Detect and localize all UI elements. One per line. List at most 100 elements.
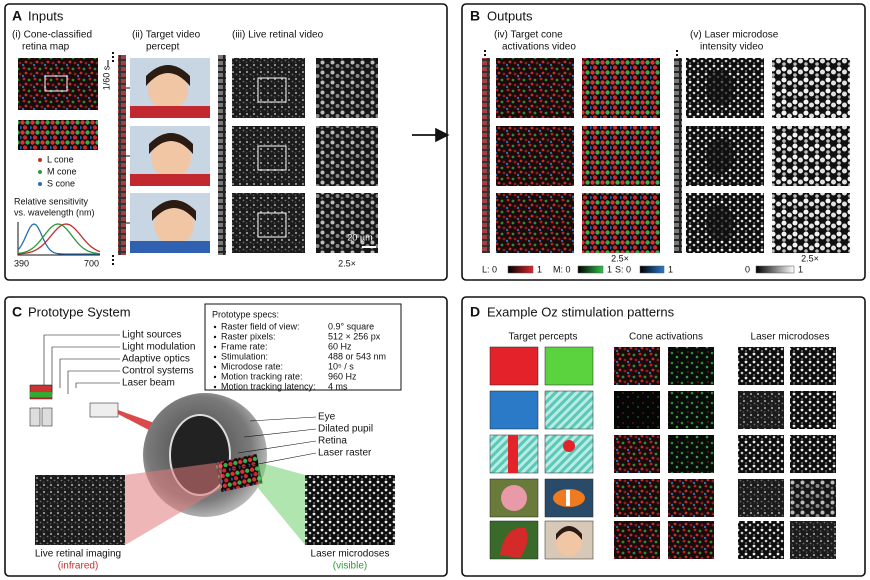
- shirt: [130, 174, 210, 186]
- leader: [67, 370, 120, 394]
- eye-part-label: Retina: [318, 436, 347, 447]
- caption: Live retinal imaging: [35, 549, 121, 560]
- zoom-box: [257, 212, 287, 238]
- legend-dot: [38, 158, 42, 162]
- subtitle: retina map: [22, 42, 70, 53]
- dot: [112, 255, 114, 257]
- dot: [112, 263, 114, 265]
- laser-microdose: [738, 479, 784, 517]
- colorbar-min: L: 0: [482, 264, 497, 274]
- target-percept: [544, 346, 594, 386]
- zoom-box: [257, 145, 287, 171]
- film-strip: [218, 55, 226, 255]
- dark-region: [706, 70, 734, 106]
- cone-activation: [668, 391, 714, 429]
- eye-part-label: Eye: [318, 412, 336, 423]
- column-header: Laser microdoses: [751, 332, 830, 343]
- laser-zoom: [772, 126, 850, 186]
- film-strip: [118, 55, 126, 255]
- spec-value: 4 ms: [328, 381, 348, 391]
- sensitivity-curve: [17, 223, 100, 255]
- cone-activation: [668, 435, 714, 473]
- spec-name: Stimulation:: [221, 351, 268, 361]
- retinal-zoom: [316, 193, 378, 253]
- parrot: [500, 527, 528, 558]
- colorbar-max: 1: [537, 264, 542, 274]
- zoom-label: 2.5×: [611, 253, 629, 263]
- imaging-image: [35, 475, 125, 545]
- retinal-zoom: [316, 126, 378, 186]
- leader: [249, 416, 317, 422]
- legend-label: M cone: [47, 166, 77, 176]
- hair: [152, 200, 196, 221]
- cone-frame: [496, 126, 574, 186]
- spec-value: 488 or 543 nm: [328, 351, 386, 361]
- bullet: [213, 355, 217, 359]
- leader: [243, 428, 317, 438]
- cone-activation: [614, 391, 660, 429]
- panel-title: Inputs: [28, 8, 64, 23]
- bullet: [213, 385, 217, 389]
- colorbar: [577, 265, 604, 274]
- panel-title: Outputs: [487, 8, 533, 23]
- modulator: [41, 407, 53, 427]
- spec-value: 512 × 256 px: [328, 331, 381, 341]
- sensitivity-curve: [17, 223, 101, 255]
- dot: [484, 54, 486, 56]
- bullet: [213, 375, 217, 379]
- rose: [501, 485, 527, 511]
- component-label: Light modulation: [122, 342, 195, 353]
- target-percept: [489, 346, 539, 386]
- spec-value: 960 Hz: [328, 371, 357, 381]
- zoom-box: [257, 77, 287, 103]
- face: [151, 138, 191, 178]
- laser-microdose: [738, 521, 784, 559]
- child-hair: [556, 526, 582, 540]
- cone-activation: [668, 347, 714, 385]
- column-header: Cone activations: [629, 332, 703, 343]
- colorbar-min: S: 0: [615, 264, 631, 274]
- imaging-wedge: [125, 462, 222, 545]
- target-percept: [489, 390, 539, 430]
- subtitle: (v) Laser microdose: [690, 30, 779, 41]
- light-source: [30, 392, 52, 397]
- retina-map: [18, 58, 98, 110]
- specs-title: Prototype specs:: [212, 309, 279, 319]
- shirt: [130, 106, 210, 118]
- dot: [112, 56, 114, 58]
- face: [154, 205, 194, 245]
- leader: [231, 452, 317, 470]
- modulator: [29, 407, 41, 427]
- cone-zoom: [582, 58, 660, 118]
- microdose-wedge: [258, 462, 305, 545]
- component-label: Adaptive optics: [122, 354, 190, 365]
- bullet: [213, 365, 217, 369]
- colorbar-max: 1: [607, 264, 612, 274]
- cone-activation: [614, 521, 660, 559]
- laser-zoom: [772, 193, 850, 253]
- retinal-zoom: [316, 58, 378, 118]
- colorbar-min: M: 0: [553, 264, 571, 274]
- red-dot: [563, 440, 575, 452]
- spec-name: Raster pixels:: [221, 331, 276, 341]
- legend-dot: [38, 170, 42, 174]
- panel-label: C: [12, 304, 22, 320]
- subtitle: intensity video: [700, 42, 764, 53]
- cone-zoom: [582, 193, 660, 253]
- bullet: [213, 325, 217, 329]
- spec-value: 60 Hz: [328, 341, 352, 351]
- legend-label: S cone: [47, 178, 75, 188]
- leader: [59, 358, 120, 388]
- zoom-label: 2.5×: [338, 258, 356, 268]
- axis: [17, 222, 100, 256]
- laser-raster: [215, 453, 263, 493]
- dot: [112, 60, 114, 62]
- panel-label: B: [470, 8, 480, 24]
- colorbar-max: 1: [798, 264, 803, 274]
- panel-title: Example Oz stimulation patterns: [487, 304, 675, 319]
- face: [148, 70, 188, 110]
- microdose-image: [305, 475, 395, 545]
- laser-zoom: [772, 58, 850, 118]
- zoom-box: [44, 75, 68, 92]
